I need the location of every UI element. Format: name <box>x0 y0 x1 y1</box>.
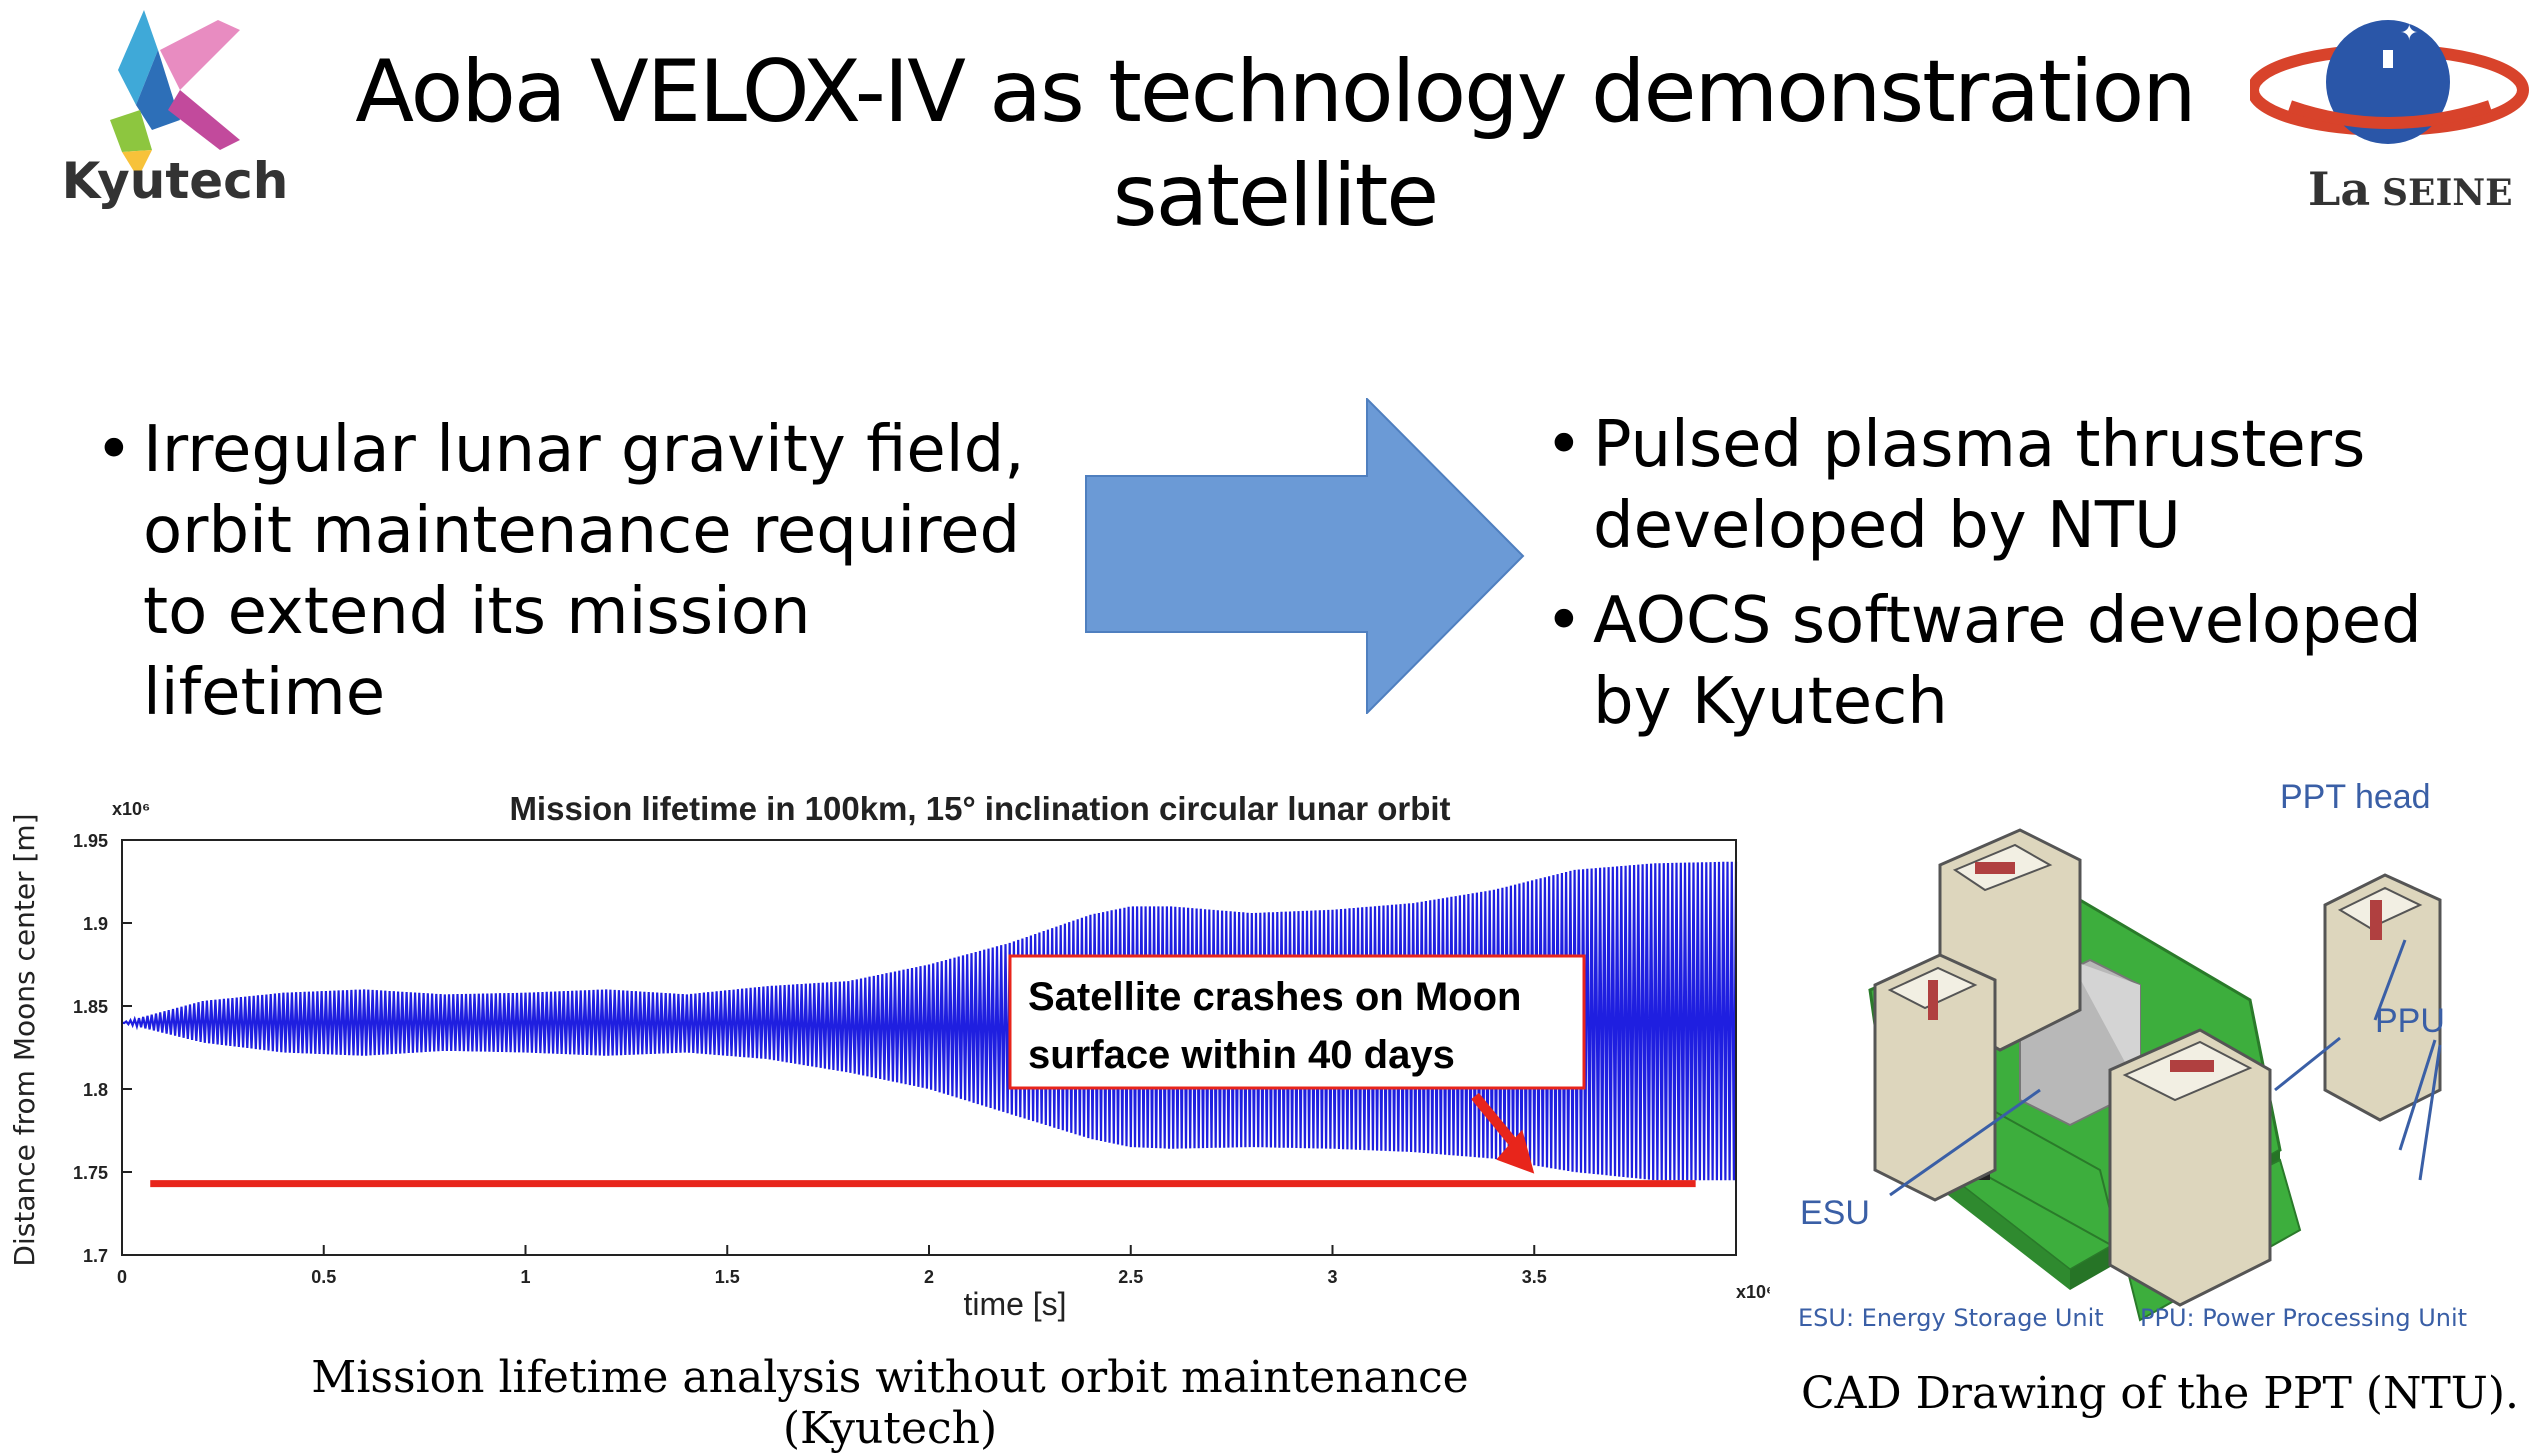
laseine-la: La <box>2308 162 2370 216</box>
ppt-cad-drawing: PPT head PPU ESU ESU: Energy Storage Uni… <box>1798 778 2467 1332</box>
title-line-2: satellite <box>1112 146 1439 246</box>
x-multiplier: x10⁶ <box>1736 1282 1770 1302</box>
ppt-head-front <box>2108 1028 2272 1307</box>
x-axis-label: time [s] <box>963 1286 1066 1322</box>
cad-caption: CAD Drawing of the PPT (NTU). <box>1800 1368 2520 1419</box>
ppu-full-label: PPU: Power Processing Unit <box>2140 1304 2467 1332</box>
ppt-head-left <box>1873 953 1997 1202</box>
ppu-leader-line-2 <box>2418 1044 2442 1181</box>
right-bullet-list: Pulsed plasma thrusters developed by NTU… <box>1545 405 2515 757</box>
slide-title: Aoba VELOX-IV as technology demonstratio… <box>300 40 2250 248</box>
x-tick-label: 0 <box>117 1267 127 1287</box>
annotation-arrow-head <box>1496 1129 1535 1174</box>
x-tick-label: 1 <box>520 1267 530 1287</box>
y-multiplier: x10⁶ <box>112 799 150 819</box>
mission-lifetime-chart: Mission lifetime in 100km, 15° inclinati… <box>8 790 1770 1322</box>
arrow-body <box>1085 398 1525 714</box>
right-arrow-shape <box>1085 398 1525 714</box>
y-tick-label: 1.95 <box>73 831 108 851</box>
x-tick-label: 3 <box>1327 1267 1337 1287</box>
crash-annotation: Satellite crashes on Moon surface within… <box>1008 954 1586 1090</box>
annotation-box <box>1008 954 1586 1090</box>
annotation-line-2: surface within 40 days <box>1028 1033 1455 1077</box>
y-tick-label: 1.8 <box>83 1080 108 1100</box>
esu-leader-line <box>1889 1088 2041 1197</box>
annotation-line-1: Satellite crashes on Moon <box>1028 975 1521 1019</box>
right-bullet-1: Pulsed plasma thrusters developed by NTU <box>1545 405 2515 567</box>
ppt-head-leader-line <box>2373 939 2407 1021</box>
left-bullet-list: Irregular lunar gravity field, orbit mai… <box>95 410 1045 748</box>
esu-full-label: ESU: Energy Storage Unit <box>1798 1304 2104 1332</box>
chart-title: Mission lifetime in 100km, 15° inclinati… <box>509 790 1450 827</box>
title-line-1: Aoba VELOX-IV as technology demonstratio… <box>355 42 2196 142</box>
chart-caption: Mission lifetime analysis without orbit … <box>311 1352 1469 1454</box>
ppt-head-label: PPT head <box>2280 778 2431 816</box>
right-bullet-2: AOCS software developed by Kyutech <box>1545 581 2515 743</box>
x-tick-label: 0.5 <box>311 1267 336 1287</box>
y-tick-label: 1.7 <box>83 1246 108 1266</box>
left-bullet-1: Irregular lunar gravity field, orbit mai… <box>95 410 1045 734</box>
ppu-label: PPU <box>2375 1002 2445 1040</box>
y-tick-label: 1.85 <box>73 997 108 1017</box>
laseine-logo: ✦ La SEINE <box>2250 20 2529 216</box>
x-tick-label: 1.5 <box>715 1267 740 1287</box>
plot-frame <box>121 839 1737 1256</box>
x-tick-label: 2 <box>924 1267 934 1287</box>
esu-label: ESU <box>1800 1194 1870 1232</box>
y-axis-label: Distance from Moons center [m] <box>8 813 41 1266</box>
laseine-seine: SEINE <box>2382 172 2513 214</box>
x-tick-label: 3.5 <box>1522 1267 1547 1287</box>
kyutech-logo-text: Kyutech <box>62 152 289 210</box>
x-tick-label: 2.5 <box>1118 1267 1143 1287</box>
y-tick-label: 1.75 <box>73 1163 108 1183</box>
kyutech-logo: Kyutech <box>62 10 289 210</box>
ppu-leader-line-1 <box>2398 1039 2437 1151</box>
svg-text:✦: ✦ <box>2400 21 2418 46</box>
y-tick-label: 1.9 <box>83 914 108 934</box>
